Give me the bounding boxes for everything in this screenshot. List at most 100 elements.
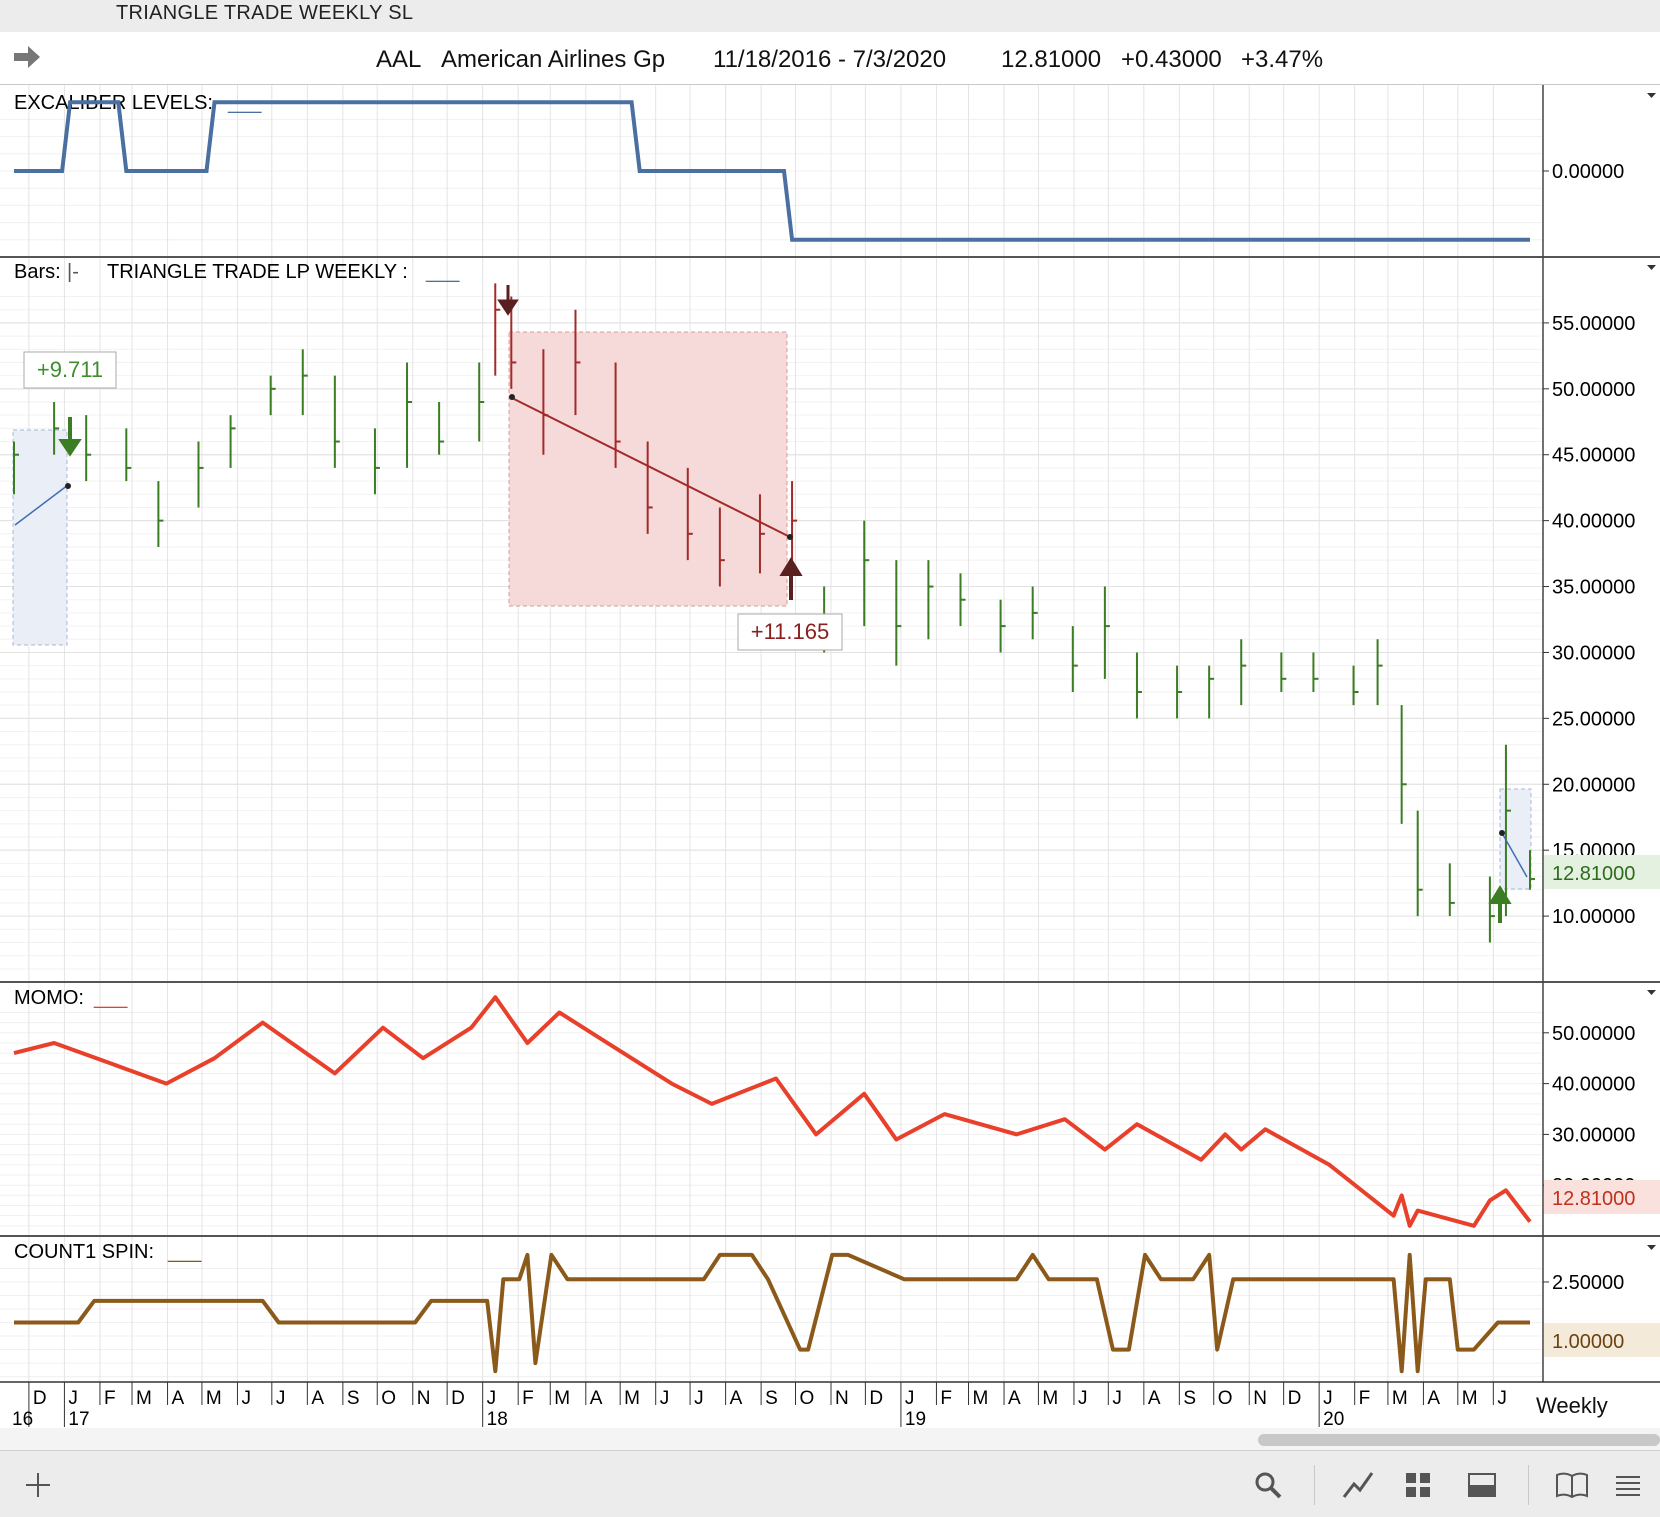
price-bars-series: [13, 283, 1535, 943]
bottom-toolbar: [0, 1450, 1660, 1517]
month-label: M: [554, 1388, 570, 1409]
count1-last-value: 1.00000: [1552, 1331, 1624, 1353]
panel-layout-icon[interactable]: [1462, 1465, 1502, 1505]
panel-menu-icon[interactable]: [1647, 265, 1656, 270]
triangle-trendline-current: [1501, 832, 1528, 878]
price-bar: [1135, 652, 1142, 719]
year-label: 16: [12, 1409, 33, 1428]
month-label: J: [1112, 1388, 1122, 1409]
price-bar: [863, 520, 870, 627]
month-label: D: [451, 1388, 465, 1409]
price-bar: [269, 375, 276, 416]
chart-area[interactable]: EXCALIBER LEVELS: ___ Bars: |- TRIANGLE …: [0, 85, 1660, 1428]
price-bar: [1352, 665, 1359, 706]
month-label: A: [730, 1388, 743, 1409]
price-last-value: 12.81000: [1552, 863, 1635, 885]
price-bar: [686, 467, 693, 561]
company-name: American Airlines Gp: [441, 46, 666, 73]
price-bar: [1103, 586, 1110, 679]
month-label: F: [1359, 1388, 1371, 1409]
menu-icon[interactable]: [1608, 1465, 1648, 1505]
month-label: O: [799, 1388, 814, 1409]
momo-series: [13, 995, 1532, 1228]
month-label: M: [136, 1388, 152, 1409]
month-label: D: [869, 1388, 883, 1409]
sell-arrow-icon: [497, 285, 519, 316]
price-bar: [1031, 586, 1038, 640]
triangle-trendline-entry: [14, 484, 69, 526]
price-panel-bar-symbol: |-: [67, 261, 79, 283]
horizontal-scrollbar[interactable]: [1258, 1434, 1660, 1446]
axis-tick-label: 10.00000: [1552, 906, 1635, 928]
panel-menu-icon[interactable]: [1647, 1245, 1656, 1250]
year-label: 18: [487, 1409, 508, 1428]
grid-layout-icon[interactable]: [1398, 1465, 1438, 1505]
axis-tick-label: 40.00000: [1552, 1074, 1635, 1096]
price-bar: [1448, 863, 1455, 917]
month-label: D: [1288, 1388, 1302, 1409]
price-bar: [125, 428, 132, 482]
panel-menu-icon[interactable]: [1647, 990, 1656, 995]
axis-tick-label: 55.00000: [1552, 313, 1635, 335]
price-axis: 55.00000 50.00000 45.00000 40.00000 35.00000…: [1543, 313, 1635, 928]
buy-arrow-icon: [1488, 885, 1512, 923]
price-bar: [999, 599, 1006, 653]
scroll-track[interactable]: [0, 1428, 1660, 1450]
axis-tick-label: 20.00000: [1552, 774, 1635, 796]
arrow-right-icon[interactable]: [12, 44, 42, 70]
count1-panel-label: COUNT1 SPIN:: [14, 1241, 154, 1263]
momo-panel-label: MOMO:: [14, 987, 84, 1009]
year-label: 20: [1323, 1409, 1344, 1428]
count1-series: [14, 1252, 1530, 1374]
book-icon[interactable]: [1552, 1465, 1592, 1505]
month-label: J: [487, 1388, 497, 1409]
price-bar: [791, 481, 798, 561]
month-label: N: [1253, 1388, 1267, 1409]
month-label: N: [417, 1388, 431, 1409]
plus-icon[interactable]: [18, 1465, 58, 1505]
month-label: J: [905, 1388, 915, 1409]
month-label: A: [1427, 1388, 1440, 1409]
last-price: 12.81000: [1001, 46, 1102, 73]
price-bar: [333, 375, 340, 468]
search-icon[interactable]: [1248, 1465, 1288, 1505]
draw-line-icon[interactable]: [1338, 1465, 1378, 1505]
axis-tick-label: 40.00000: [1552, 511, 1635, 533]
triangle-box-entry: [12, 429, 68, 646]
pivot-dot: [509, 394, 515, 400]
symbol: AAL: [376, 46, 422, 73]
price-bar: [1488, 876, 1495, 943]
month-label: J: [694, 1388, 704, 1409]
price-bar: [53, 402, 60, 455]
price-bar: [478, 362, 485, 442]
window-title: TRIANGLE TRADE WEEKLY SL: [116, 2, 414, 24]
buy-arrow-icon: [779, 557, 803, 600]
price-bar: [373, 428, 380, 495]
annotation-box: [23, 351, 117, 389]
momo-legend-swatch: ___: [93, 987, 128, 1009]
sell-arrow-icon: [58, 417, 82, 457]
price-bar: [13, 441, 19, 495]
price-bar: [229, 415, 236, 468]
price-bar: [1280, 652, 1287, 692]
price-bar: [646, 441, 653, 534]
month-label: J: [1497, 1388, 1507, 1409]
count1-axis: 2.50000: [1543, 1272, 1624, 1294]
panel-menu-icon[interactable]: [1647, 93, 1656, 98]
month-label: A: [1008, 1388, 1021, 1409]
price-bar: [301, 349, 308, 416]
price-panel-label: TRIANGLE TRADE LP WEEKLY :: [107, 261, 408, 283]
month-label: S: [347, 1388, 360, 1409]
axis-tick-label: 2.50000: [1552, 1272, 1624, 1294]
toolbar-separator: [1528, 1465, 1529, 1505]
pivot-dot: [1499, 830, 1505, 836]
price-bar: [438, 402, 445, 455]
annotation-box: [737, 613, 843, 651]
count1-legend-swatch: ___: [167, 1241, 202, 1263]
window-title-bar: TRIANGLE TRADE WEEKLY SL: [0, 0, 1660, 33]
date-range: 11/18/2016 - 7/3/2020: [713, 46, 947, 73]
period-selector[interactable]: Weekly: [1536, 1393, 1608, 1418]
price-bar: [85, 415, 92, 482]
